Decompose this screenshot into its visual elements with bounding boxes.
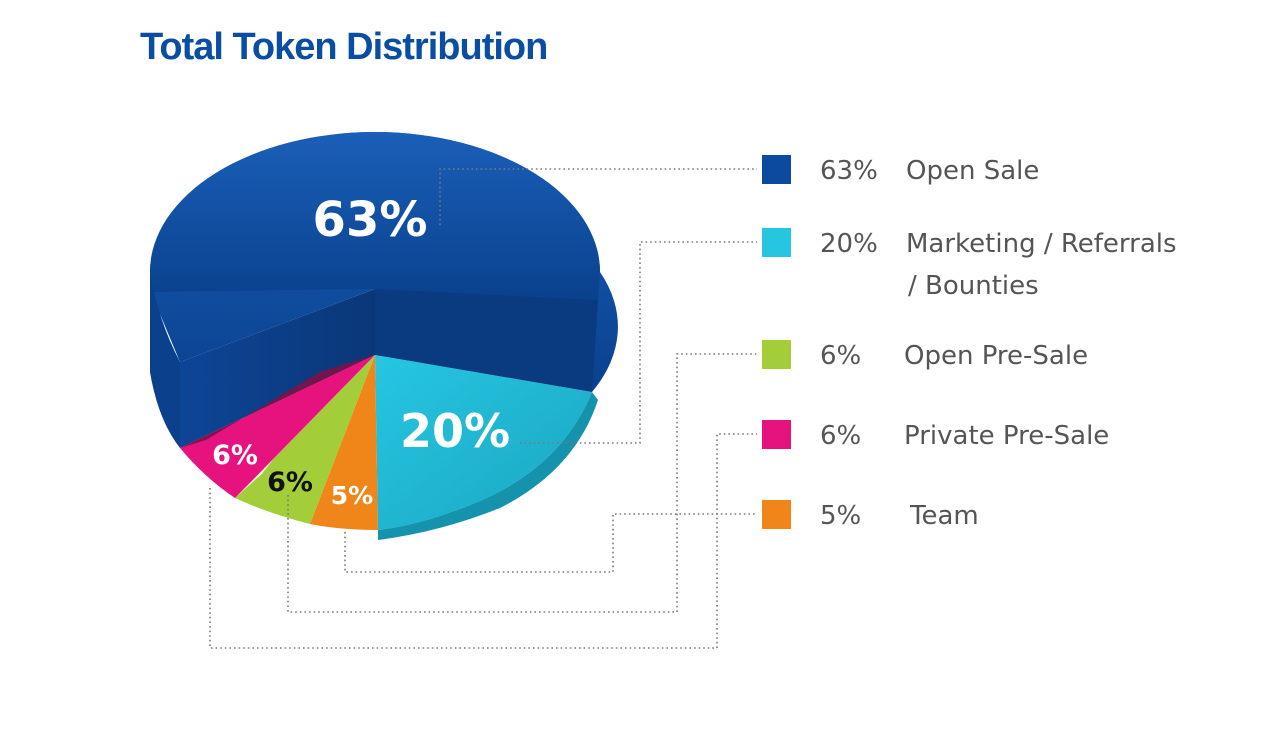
legend-item-open-pre-sale: 6% Open Pre-Sale (762, 340, 1088, 371)
legend-pct-open-pre-sale: 6% (820, 341, 861, 371)
leader-line-private-pre-sale (209, 433, 757, 649)
leader-lines (209, 168, 757, 649)
legend-pct-open-sale: 63% (820, 156, 878, 186)
pie-chart: 63% 20% 6% 6% 5% (150, 132, 618, 540)
leader-line-open-pre-sale (287, 353, 757, 613)
pie-wall-open-sale-left (150, 272, 180, 448)
pie-wall-marketing (378, 392, 598, 540)
legend-swatch-open-sale (762, 155, 791, 184)
legend-item-open-sale: 63% Open Sale (762, 155, 1039, 186)
legend-pct-private-pre-sale: 6% (820, 421, 861, 451)
pie-wall-open-sale-right (375, 289, 598, 392)
legend-pct-team: 5% (820, 501, 861, 531)
legend-swatch-team (762, 500, 791, 529)
leader-line-team (344, 513, 757, 573)
data-label-team: 5% (331, 481, 373, 510)
data-label-open-sale: 63% (313, 192, 428, 248)
legend-swatch-open-pre-sale (762, 340, 791, 369)
data-label-private-pre-sale: 6% (212, 440, 258, 471)
data-label-marketing: 20% (400, 404, 510, 458)
legend-pct-marketing: 20% (820, 229, 878, 259)
pie-wall-open-sale-cut (180, 289, 375, 448)
legend-label-team: Team (909, 501, 979, 531)
legend-swatch-private-pre-sale (762, 420, 791, 449)
leader-line-marketing (520, 241, 757, 444)
leader-line-open-sale (439, 168, 757, 225)
legend-label-open-sale: Open Sale (906, 156, 1039, 186)
pie-wall-private-pre-sale (180, 355, 375, 448)
legend-item-team: 5% Team (762, 500, 979, 531)
legend-label-marketing-line-2: / Bounties (908, 271, 1039, 301)
legend-item-marketing: 20% Marketing / Referrals / Bounties (762, 228, 1177, 301)
pie-slice-open-pre-sale (235, 355, 375, 524)
legend: 63% Open Sale 20% Marketing / Referrals / Bo… (762, 155, 1177, 531)
pie-slice-team (310, 355, 378, 530)
chart-title: Total Token Distribution (140, 26, 547, 68)
legend-label-private-pre-sale: Private Pre-Sale (904, 421, 1109, 451)
data-label-open-pre-sale: 6% (267, 467, 313, 498)
pie-slice-marketing (375, 355, 592, 530)
legend-item-private-pre-sale: 6% Private Pre-Sale (762, 420, 1109, 451)
legend-swatch-marketing (762, 228, 791, 257)
pie-slice-open-sale (150, 132, 600, 300)
legend-label-marketing: Marketing / Referrals (906, 229, 1177, 259)
legend-label-open-pre-sale: Open Pre-Sale (904, 341, 1088, 371)
pie-slice-private-pre-sale (180, 355, 375, 498)
